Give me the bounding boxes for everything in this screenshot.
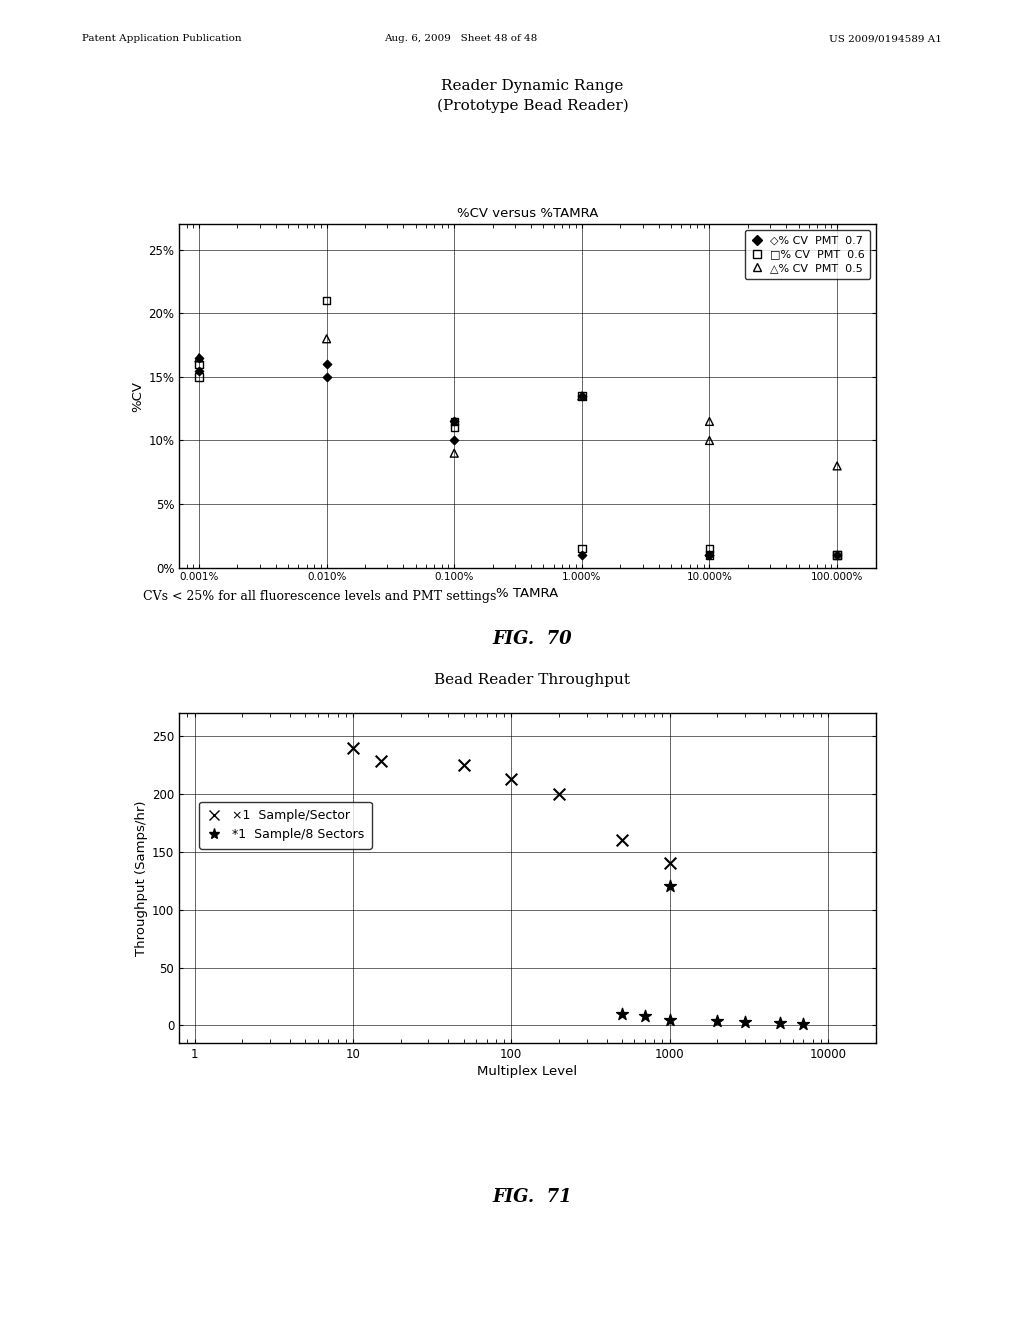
Point bbox=[637, 1006, 653, 1027]
Point bbox=[701, 544, 718, 565]
Point bbox=[190, 347, 207, 368]
Text: CVs < 25% for all fluorescence levels and PMT settings: CVs < 25% for all fluorescence levels an… bbox=[143, 590, 497, 603]
Text: US 2009/0194589 A1: US 2009/0194589 A1 bbox=[829, 34, 942, 44]
Point bbox=[701, 539, 718, 560]
Text: Reader Dynamic Range
(Prototype Bead Reader): Reader Dynamic Range (Prototype Bead Rea… bbox=[436, 79, 629, 114]
Point bbox=[662, 876, 678, 898]
Point bbox=[446, 417, 463, 438]
Point bbox=[701, 411, 718, 432]
Point bbox=[828, 455, 845, 477]
Text: Bead Reader Throughput: Bead Reader Throughput bbox=[434, 673, 631, 688]
Point bbox=[446, 411, 463, 432]
X-axis label: Multiplex Level: Multiplex Level bbox=[477, 1065, 578, 1078]
Point bbox=[318, 329, 335, 350]
Point bbox=[190, 367, 207, 388]
Point bbox=[828, 544, 845, 565]
Point bbox=[373, 751, 389, 772]
Point bbox=[613, 829, 630, 850]
Text: Aug. 6, 2009   Sheet 48 of 48: Aug. 6, 2009 Sheet 48 of 48 bbox=[384, 34, 538, 44]
Point bbox=[318, 367, 335, 388]
Point bbox=[446, 442, 463, 463]
Point bbox=[613, 1003, 630, 1024]
Point bbox=[828, 544, 845, 565]
Point bbox=[345, 737, 361, 758]
Legend: ◇% CV  PMT  0.7, □% CV  PMT  0.6, △% CV  PMT  0.5: ◇% CV PMT 0.7, □% CV PMT 0.6, △% CV PMT … bbox=[745, 230, 870, 279]
Y-axis label: Throughput (Samps/hr): Throughput (Samps/hr) bbox=[135, 800, 147, 956]
Point bbox=[772, 1012, 788, 1034]
X-axis label: % TAMRA: % TAMRA bbox=[497, 586, 558, 599]
Point bbox=[573, 385, 590, 407]
Point bbox=[701, 544, 718, 565]
Text: FIG.  70: FIG. 70 bbox=[493, 630, 572, 648]
Point bbox=[318, 354, 335, 375]
Point bbox=[662, 1008, 678, 1030]
Point bbox=[190, 354, 207, 375]
Point bbox=[446, 430, 463, 451]
Point bbox=[662, 853, 678, 874]
Y-axis label: %CV: %CV bbox=[131, 380, 144, 412]
Text: FIG.  71: FIG. 71 bbox=[493, 1188, 572, 1206]
Point bbox=[573, 539, 590, 560]
Point bbox=[701, 544, 718, 565]
Point bbox=[709, 1010, 725, 1031]
Point bbox=[456, 754, 472, 775]
Point bbox=[318, 290, 335, 312]
Point bbox=[701, 430, 718, 451]
Point bbox=[190, 360, 207, 381]
Point bbox=[573, 385, 590, 407]
Point bbox=[737, 1011, 754, 1032]
Point bbox=[573, 544, 590, 565]
Legend: ×1  Sample/Sector, *1  Sample/8 Sectors: ×1 Sample/Sector, *1 Sample/8 Sectors bbox=[200, 801, 372, 849]
Point bbox=[503, 768, 519, 789]
Point bbox=[551, 783, 567, 804]
Point bbox=[573, 385, 590, 407]
Point bbox=[446, 411, 463, 432]
Point bbox=[190, 347, 207, 368]
Point bbox=[796, 1014, 812, 1035]
Title: %CV versus %TAMRA: %CV versus %TAMRA bbox=[457, 207, 598, 220]
Point bbox=[828, 544, 845, 565]
Text: Patent Application Publication: Patent Application Publication bbox=[82, 34, 242, 44]
